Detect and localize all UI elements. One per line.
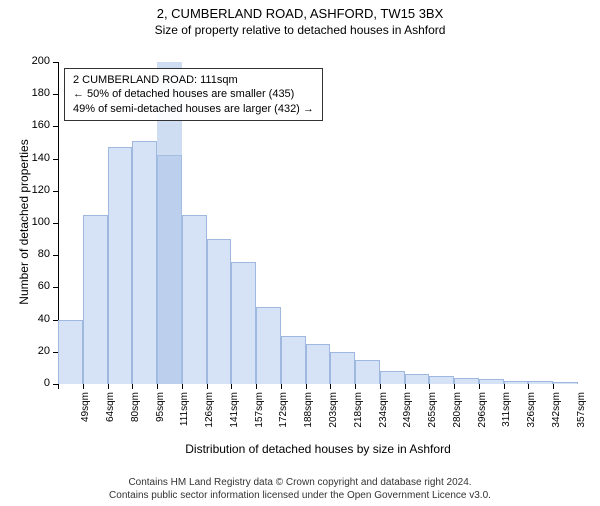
x-tick — [132, 384, 133, 389]
x-tick-label: 357sqm — [576, 392, 587, 432]
y-tick — [53, 159, 58, 160]
y-tick-label: 0 — [20, 377, 50, 389]
x-tick — [330, 384, 331, 389]
x-tick — [256, 384, 257, 389]
x-tick-label: 126sqm — [204, 392, 215, 432]
x-tick-label: 280sqm — [452, 392, 463, 432]
histogram-bar — [528, 381, 553, 384]
histogram-bar — [182, 215, 207, 384]
footer: Contains HM Land Registry data © Crown c… — [0, 477, 600, 502]
histogram-bar — [132, 141, 157, 384]
y-tick — [53, 94, 58, 95]
y-tick-label: 180 — [20, 87, 50, 99]
histogram-bar — [454, 378, 479, 384]
y-tick — [53, 223, 58, 224]
x-tick-label: 80sqm — [130, 392, 141, 432]
histogram-bar — [58, 320, 83, 384]
histogram-bar — [231, 262, 256, 384]
x-tick-label: 95sqm — [155, 392, 166, 432]
x-tick — [157, 384, 158, 389]
histogram-bar — [281, 336, 306, 384]
histogram-bar — [405, 374, 430, 384]
annotation-box: 2 CUMBERLAND ROAD: 111sqm ← 50% of detac… — [64, 68, 323, 121]
x-tick — [405, 384, 406, 389]
x-tick — [454, 384, 455, 389]
histogram-bar — [553, 382, 578, 384]
x-tick-label: 249sqm — [402, 392, 413, 432]
x-tick-label: 311sqm — [501, 392, 512, 432]
x-tick — [429, 384, 430, 389]
x-tick-label: 64sqm — [105, 392, 116, 432]
y-tick — [53, 191, 58, 192]
x-tick-label: 111sqm — [179, 392, 190, 432]
histogram-bar — [306, 344, 331, 384]
x-tick — [355, 384, 356, 389]
x-tick-label: 157sqm — [254, 392, 265, 432]
annotation-line1: 2 CUMBERLAND ROAD: 111sqm — [73, 73, 314, 87]
histogram-bar — [330, 352, 355, 384]
x-tick-label: 49sqm — [80, 392, 91, 432]
x-tick — [83, 384, 84, 389]
footer-line1: Contains HM Land Registry data © Crown c… — [0, 477, 600, 490]
histogram-bar — [429, 376, 454, 384]
histogram-bar — [355, 360, 380, 384]
y-tick — [53, 287, 58, 288]
annotation-line3: 49% of semi-detached houses are larger (… — [73, 102, 314, 116]
y-tick-label: 200 — [20, 55, 50, 67]
y-tick — [53, 62, 58, 63]
x-tick-label: 265sqm — [427, 392, 438, 432]
x-tick-label: 296sqm — [477, 392, 488, 432]
x-tick — [58, 384, 59, 389]
x-tick — [380, 384, 381, 389]
histogram-bar — [504, 381, 529, 384]
x-tick — [281, 384, 282, 389]
histogram-bar — [256, 307, 281, 384]
x-tick — [553, 384, 554, 389]
y-tick — [53, 126, 58, 127]
x-tick-label: 188sqm — [303, 392, 314, 432]
x-tick — [306, 384, 307, 389]
x-tick-label: 326sqm — [526, 392, 537, 432]
annotation-line2: ← 50% of detached houses are smaller (43… — [73, 87, 314, 101]
histogram-bar — [108, 147, 133, 384]
y-tick — [53, 255, 58, 256]
x-tick — [231, 384, 232, 389]
y-tick-label: 20 — [20, 345, 50, 357]
x-tick — [207, 384, 208, 389]
x-axis-label: Distribution of detached houses by size … — [58, 442, 578, 456]
histogram-bar — [479, 379, 504, 384]
x-tick-label: 342sqm — [551, 392, 562, 432]
x-tick — [108, 384, 109, 389]
x-tick-label: 141sqm — [229, 392, 240, 432]
chart-subtitle: Size of property relative to detached ho… — [0, 23, 600, 37]
x-tick-label: 234sqm — [378, 392, 389, 432]
x-tick-label: 203sqm — [328, 392, 339, 432]
x-tick-label: 172sqm — [278, 392, 289, 432]
chart-title: 2, CUMBERLAND ROAD, ASHFORD, TW15 3BX — [0, 6, 600, 22]
x-tick — [182, 384, 183, 389]
footer-line2: Contains public sector information licen… — [0, 490, 600, 503]
histogram-bar — [380, 371, 405, 384]
x-tick-label: 218sqm — [353, 392, 364, 432]
y-axis-label: Number of detached properties — [17, 122, 31, 322]
x-tick — [528, 384, 529, 389]
histogram-bar — [207, 239, 232, 384]
x-tick — [479, 384, 480, 389]
histogram-bar — [83, 215, 108, 384]
x-tick — [504, 384, 505, 389]
